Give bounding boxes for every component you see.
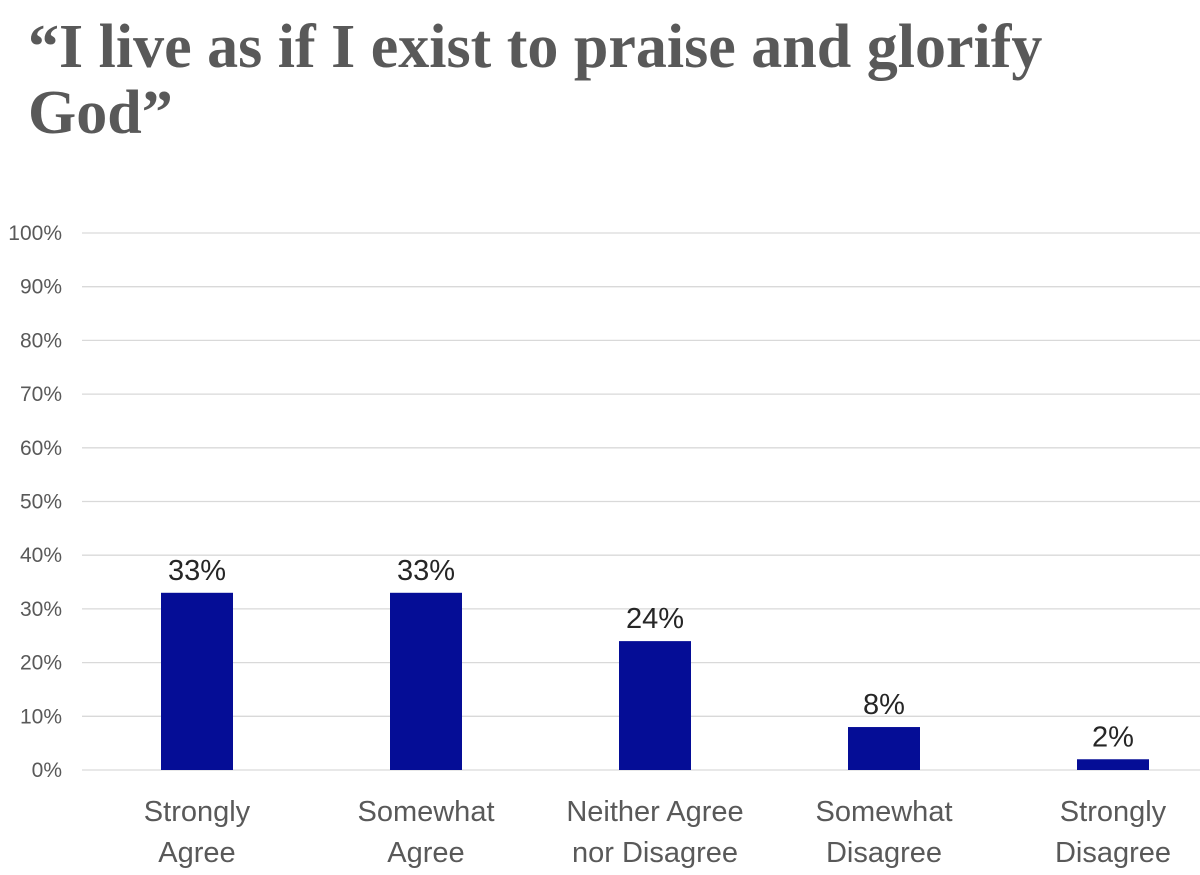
- y-tick-label: 80%: [20, 329, 62, 352]
- y-tick-label: 60%: [20, 437, 62, 460]
- x-tick-label: Somewhat: [357, 796, 494, 828]
- bars: [161, 592, 1149, 770]
- data-label: 33%: [168, 555, 226, 587]
- x-tick-label: Strongly: [144, 796, 251, 828]
- y-tick-label: 70%: [20, 383, 62, 406]
- y-tick-label: 10%: [20, 705, 62, 728]
- chart-title: “I live as if I exist to praise and glor…: [28, 13, 1043, 147]
- y-tick-label: 30%: [20, 598, 62, 621]
- data-label: 24%: [626, 603, 684, 635]
- y-tick-label: 50%: [20, 491, 62, 514]
- y-axis-ticks: 0% 10% 20% 30% 40% 50% 60% 70% 80% 90% 100%: [8, 222, 62, 782]
- x-tick-label: Strongly: [1060, 796, 1167, 828]
- bar: [161, 592, 233, 770]
- gridlines: [82, 232, 1200, 771]
- bar: [390, 592, 462, 770]
- data-label: 33%: [397, 555, 455, 587]
- x-tick-label: Somewhat: [815, 796, 952, 828]
- x-tick-label: nor Disagree: [572, 837, 738, 869]
- y-tick-label: 40%: [20, 544, 62, 567]
- bar: [1077, 759, 1149, 770]
- x-axis-ticks: Strongly Agree Somewhat Agree Neither Agree n…: [144, 796, 1171, 869]
- bar: [848, 727, 920, 770]
- data-labels: 33% 33% 24% 8% 2%: [168, 555, 1134, 753]
- x-tick-label: Disagree: [1055, 837, 1171, 869]
- x-tick-label: Agree: [387, 837, 464, 869]
- x-tick-label: Disagree: [826, 837, 942, 869]
- y-tick-label: 100%: [8, 222, 62, 245]
- x-tick-label: Agree: [158, 837, 235, 869]
- y-tick-label: 90%: [20, 276, 62, 299]
- data-label: 2%: [1092, 721, 1134, 753]
- y-tick-label: 20%: [20, 652, 62, 675]
- bar: [619, 641, 691, 770]
- y-tick-label: 0%: [32, 759, 62, 782]
- x-tick-label: Neither Agree: [566, 796, 743, 828]
- data-label: 8%: [863, 689, 905, 721]
